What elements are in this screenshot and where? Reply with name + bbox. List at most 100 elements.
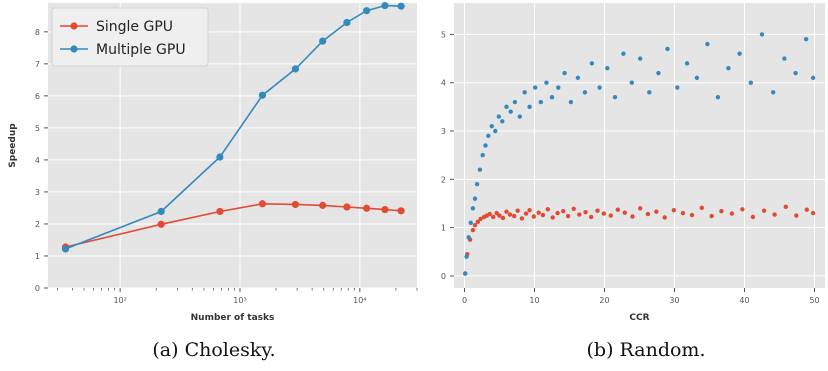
- data-point: [319, 201, 327, 209]
- scatter-point-multiple-gpu: [533, 85, 538, 90]
- scatter-point-single-gpu: [491, 214, 496, 220]
- scatter-point-multiple-gpu: [575, 75, 581, 81]
- y-tick-label: 8: [35, 28, 40, 37]
- scatter-point-multiple-gpu: [493, 128, 498, 134]
- scatter-point-multiple-gpu: [647, 90, 652, 95]
- scatter-point-multiple-gpu: [483, 143, 488, 148]
- scatter-point-multiple-gpu: [556, 85, 561, 90]
- data-point: [343, 203, 351, 211]
- scatter-point-single-gpu: [589, 214, 594, 220]
- y-tick-label: 7: [35, 60, 40, 69]
- scatter-point-single-gpu: [487, 211, 492, 217]
- scatter-point-multiple-gpu: [726, 66, 731, 71]
- scatter-point-multiple-gpu: [522, 90, 527, 95]
- scatter-point-multiple-gpu: [470, 206, 476, 211]
- x-tick-label: 20: [599, 296, 609, 305]
- y-axis-label: Speedup: [8, 123, 18, 168]
- data-point: [157, 207, 165, 216]
- scatter-point-single-gpu: [671, 208, 676, 213]
- x-tick-label: 40: [739, 296, 749, 305]
- scatter-point-single-gpu: [645, 211, 651, 217]
- scatter-point-single-gpu: [761, 208, 767, 213]
- scatter-point-multiple-gpu: [771, 90, 776, 95]
- scatter-point-multiple-gpu: [748, 80, 753, 85]
- x-tick-label: 10²: [113, 296, 126, 305]
- scatter-point-single-gpu: [583, 209, 588, 215]
- scatter-point-multiple-gpu: [538, 99, 543, 105]
- scatter-point-single-gpu: [475, 219, 480, 225]
- scatter-point-single-gpu: [750, 214, 756, 220]
- legend-marker: [70, 45, 78, 53]
- scatter-point-single-gpu: [772, 212, 777, 217]
- scatter-point-multiple-gpu: [638, 56, 643, 61]
- scatter-point-single-gpu: [555, 210, 560, 216]
- scatter-point-single-gpu: [654, 209, 659, 214]
- scatter-point-multiple-gpu: [621, 51, 626, 56]
- chart-cholesky: 0 1 2 3 4 5 6 7 8 10² 10³ 10⁴ Speedup Number of tasks…: [8, 1, 418, 323]
- data-point: [363, 204, 371, 212]
- scatter-point-single-gpu: [699, 205, 704, 211]
- scatter-point-multiple-gpu: [684, 61, 690, 66]
- scatter-point-multiple-gpu: [489, 123, 494, 129]
- data-point: [319, 37, 327, 45]
- y-tick-label: 3: [35, 188, 40, 197]
- legend-label: Multiple GPU: [96, 42, 186, 58]
- caption-left: (a) Cholesky.: [152, 339, 276, 361]
- scatter-point-single-gpu: [810, 210, 816, 216]
- legend-box: [51, 7, 209, 67]
- scatter-point-single-gpu: [536, 210, 541, 215]
- y-tick-label: 6: [35, 92, 40, 101]
- scatter-point-multiple-gpu: [612, 94, 618, 100]
- scatter-point-single-gpu: [622, 210, 627, 215]
- data-point: [381, 1, 389, 10]
- scatter-point-single-gpu: [571, 206, 576, 211]
- data-point: [258, 91, 267, 99]
- y-tick-label: 4: [35, 156, 40, 165]
- scatter-point-multiple-gpu: [589, 61, 595, 66]
- scatter-point-single-gpu: [740, 207, 745, 212]
- scatter-point-multiple-gpu: [544, 80, 549, 85]
- scatter-point-single-gpu: [561, 208, 566, 214]
- scatter-point-single-gpu: [512, 213, 517, 219]
- scatter-point-single-gpu: [504, 209, 509, 214]
- data-point: [258, 200, 267, 208]
- scatter-point-multiple-gpu: [568, 99, 574, 105]
- scatter-point-single-gpu: [565, 213, 571, 219]
- scatter-point-single-gpu: [638, 206, 643, 211]
- scatter-point-single-gpu: [783, 204, 788, 210]
- scatter-point-single-gpu: [615, 207, 620, 212]
- data-point: [291, 200, 299, 209]
- scatter-point-single-gpu: [519, 216, 525, 221]
- data-point: [363, 7, 371, 15]
- y-tick-label: 1: [35, 252, 40, 261]
- scatter-point-multiple-gpu: [715, 94, 721, 100]
- scatter-point-multiple-gpu: [486, 133, 491, 139]
- scatter-point-single-gpu: [523, 211, 529, 216]
- scatter-point-single-gpu: [729, 211, 735, 216]
- series-line-single-gpu: [65, 202, 402, 248]
- scatter-point-multiple-gpu: [500, 119, 505, 124]
- scatter-point-single-gpu: [577, 212, 582, 217]
- scatter-point-multiple-gpu: [705, 41, 710, 47]
- data-point: [343, 18, 351, 27]
- scatter-point-multiple-gpu: [549, 94, 555, 100]
- scatter-point-multiple-gpu: [656, 70, 661, 76]
- scatter-point-multiple-gpu: [582, 90, 588, 95]
- scatter-point-single-gpu: [662, 215, 667, 220]
- y-tick-label: 0: [441, 272, 446, 281]
- scatter-point-single-gpu: [550, 215, 555, 220]
- scatter-point-single-gpu: [470, 227, 476, 233]
- scatter-point-multiple-gpu: [466, 235, 471, 240]
- data-point: [397, 2, 405, 10]
- scatter-point-single-gpu: [608, 213, 613, 218]
- series-line-multiple-gpu: [65, 4, 402, 250]
- scatter-point-multiple-gpu: [508, 109, 513, 114]
- y-tick-label: 5: [441, 30, 446, 39]
- scatter-point-single-gpu: [515, 208, 520, 213]
- scatter-point-multiple-gpu: [759, 32, 765, 37]
- scatter-point-single-gpu: [531, 214, 536, 219]
- scatter-point-multiple-gpu: [803, 37, 809, 42]
- scatter-point-multiple-gpu: [694, 75, 700, 81]
